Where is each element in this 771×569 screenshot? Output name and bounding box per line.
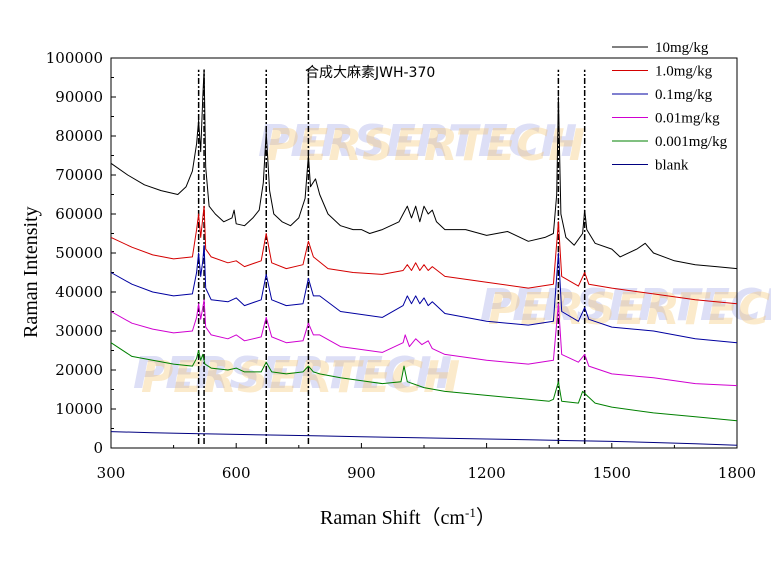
y-tick-label: 10000	[55, 400, 103, 418]
x-axis-title: Raman Shift（cm-1）	[320, 505, 496, 529]
legend-label: 0.01mg/kg	[655, 111, 720, 127]
y-tick-label: 80000	[55, 127, 103, 145]
legend-label: blank	[655, 158, 689, 174]
y-axis-title: Raman Intensity	[20, 206, 42, 338]
y-tick-label: 0	[93, 439, 103, 457]
series-line-0.1mg/kg	[110, 244, 738, 344]
x-tick-label: 1800	[718, 464, 756, 482]
legend-label: 10mg/kg	[655, 40, 709, 56]
y-axis-ticks: 0 10000 20000 30000 40000 50000 60000 70000 8000…	[46, 49, 116, 457]
series-line-blank	[110, 431, 738, 446]
series-line-1.0mg/kg	[110, 205, 738, 305]
legend-label: 0.001mg/kg	[655, 134, 728, 150]
x-tick-label: 300	[97, 464, 126, 482]
x-axis-title-main: Raman Shift（cm	[320, 506, 465, 529]
y-tick-label: 20000	[55, 361, 103, 379]
legend: 10mg/kg 1.0mg/kg 0.1mg/kg 0.01mg/kg 0.001mg/…	[612, 40, 728, 174]
watermark-top: PERSERTECH	[258, 116, 577, 167]
x-tick-label: 900	[347, 464, 376, 482]
spectra	[110, 69, 738, 446]
watermark-right-shadow: PERSERTECH	[488, 284, 771, 335]
legend-label: 0.1mg/kg	[655, 87, 713, 103]
x-tick-label: 1500	[593, 464, 631, 482]
series-line-0.001mg/kg	[110, 342, 738, 422]
y-tick-label: 30000	[55, 322, 103, 340]
y-tick-label: 70000	[55, 166, 103, 184]
chart-title: 合成大麻素JWH-370	[305, 65, 435, 81]
y-tick-label: 90000	[55, 88, 103, 106]
y-tick-label: 100000	[46, 49, 103, 67]
watermark-top-shadow: PERSERTECH	[266, 120, 585, 171]
legend-label: 1.0mg/kg	[655, 64, 713, 80]
y-tick-label: 40000	[55, 283, 103, 301]
series-line-0.01mg/kg	[110, 299, 738, 387]
x-tick-label: 600	[222, 464, 251, 482]
y-tick-label: 50000	[55, 244, 103, 262]
x-axis-ticks: 300 600 900 1200 1500 1800	[97, 443, 756, 482]
y-tick-label: 60000	[55, 205, 103, 223]
x-tick-label: 1200	[468, 464, 506, 482]
x-axis-title-sup: -1	[465, 505, 476, 520]
series-line-10mg/kg	[110, 69, 738, 270]
watermark-left-shadow: PERSERTECH	[141, 352, 460, 403]
x-axis-title-close: ）	[476, 506, 496, 529]
